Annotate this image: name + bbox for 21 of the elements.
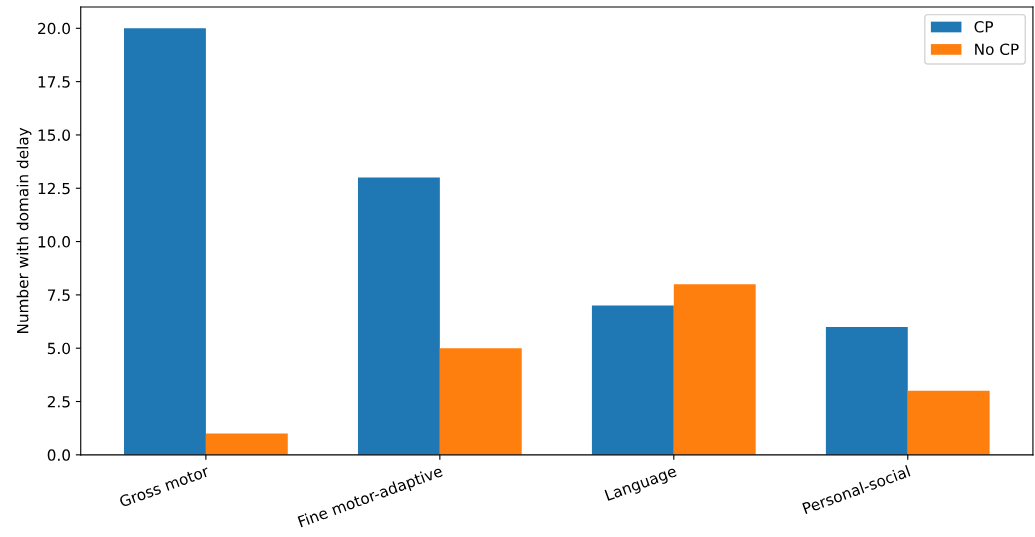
bar bbox=[205, 433, 288, 455]
y-tick-label: 5.0 bbox=[47, 342, 70, 355]
bar bbox=[825, 326, 908, 455]
bar bbox=[357, 177, 440, 455]
legend-label: CP bbox=[974, 21, 994, 33]
y-tick-label: 10.0 bbox=[38, 236, 70, 248]
y-tick-label: 2.5 bbox=[47, 395, 70, 408]
y-axis-title: Number with domain delay bbox=[16, 127, 32, 334]
bar bbox=[591, 305, 674, 455]
bar bbox=[907, 390, 990, 455]
y-tick-label: 7.5 bbox=[47, 289, 70, 301]
bar bbox=[439, 348, 522, 455]
y-tick-label: 17.5 bbox=[38, 76, 70, 88]
bar bbox=[673, 284, 756, 455]
y-tick-label: 15.0 bbox=[38, 129, 70, 141]
y-tick-label: 20.0 bbox=[38, 22, 70, 35]
legend-label: No CP bbox=[975, 43, 1019, 55]
bar bbox=[124, 28, 206, 455]
x-tick-label: Gross motor bbox=[118, 464, 210, 508]
y-tick-label: 12.5 bbox=[38, 182, 70, 195]
y-tick-label: 0.0 bbox=[47, 449, 70, 461]
